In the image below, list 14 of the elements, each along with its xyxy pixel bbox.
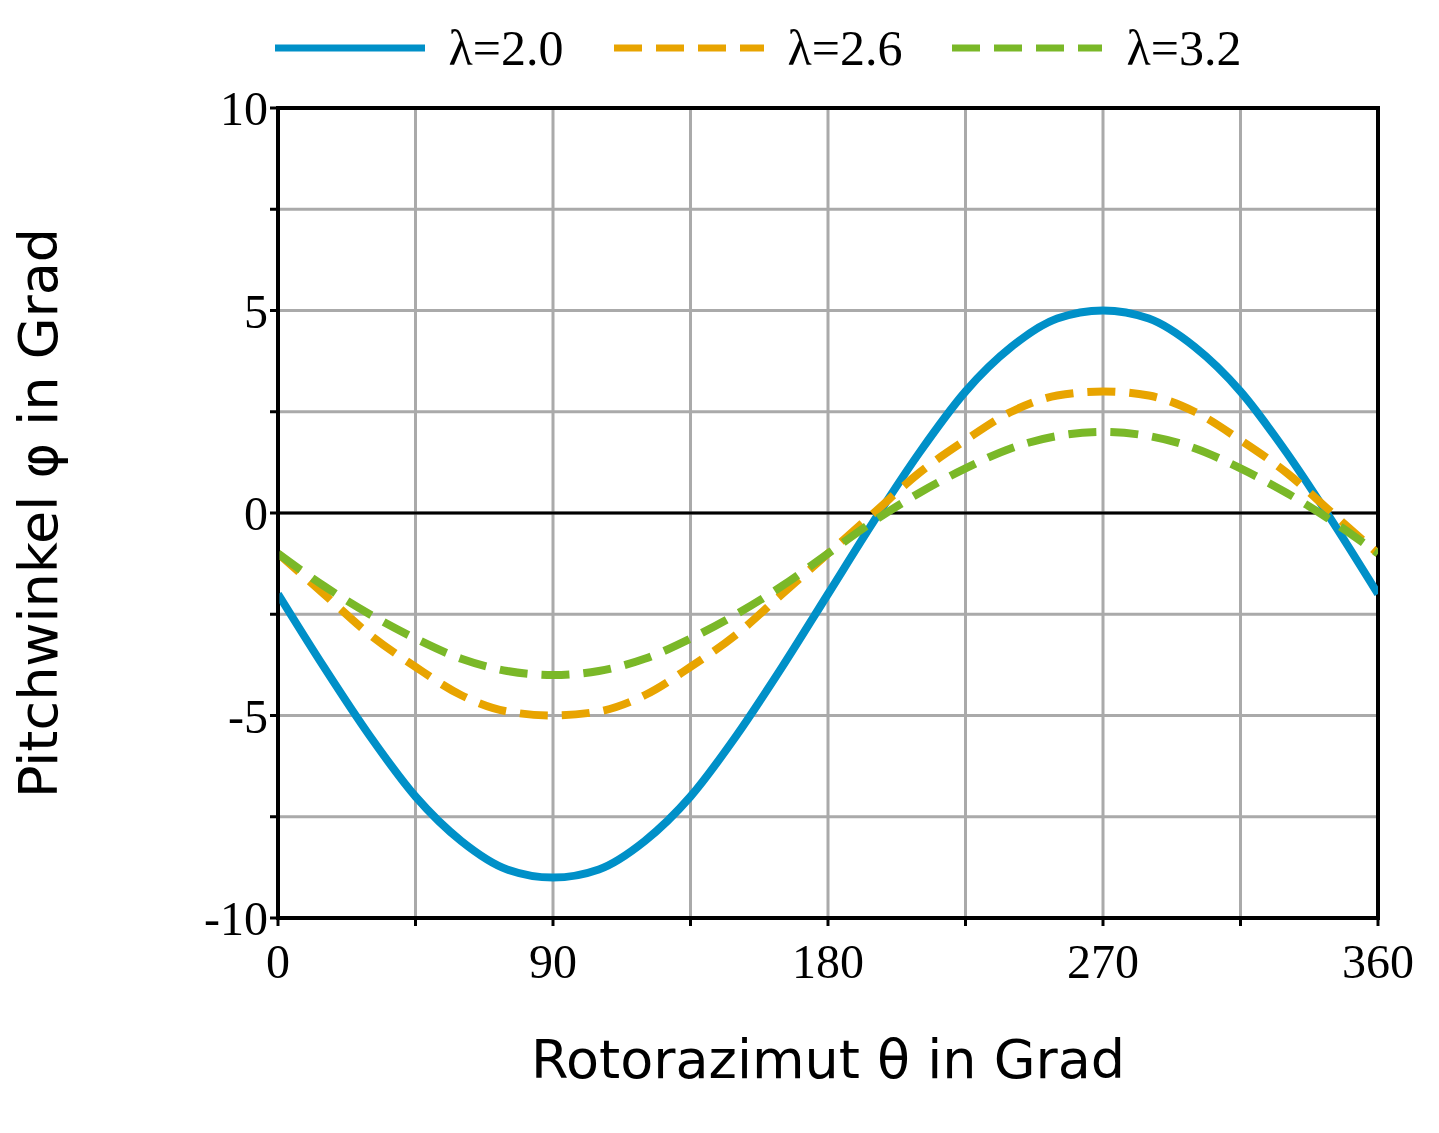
y-tick-label: -10 [204,892,268,946]
y-tick-label: 5 [244,284,268,338]
legend-label: λ=3.2 [1126,19,1242,77]
x-axis-title: Rotorazimut θ in Grad [530,1028,1126,1091]
x-tick-label: 270 [1067,935,1139,989]
y-tick-label: 10 [220,82,268,136]
x-tick-label: 90 [529,935,577,989]
y-tick-label: 0 [244,487,268,541]
x-tick-label: 180 [792,935,864,989]
legend-label: λ=2.0 [448,19,564,77]
y-axis-title: Pitchwinkel φ in Grad [7,227,71,799]
legend-label: λ=2.6 [787,19,903,77]
x-tick-label: 360 [1342,935,1414,989]
y-tick-label: -5 [228,689,268,743]
